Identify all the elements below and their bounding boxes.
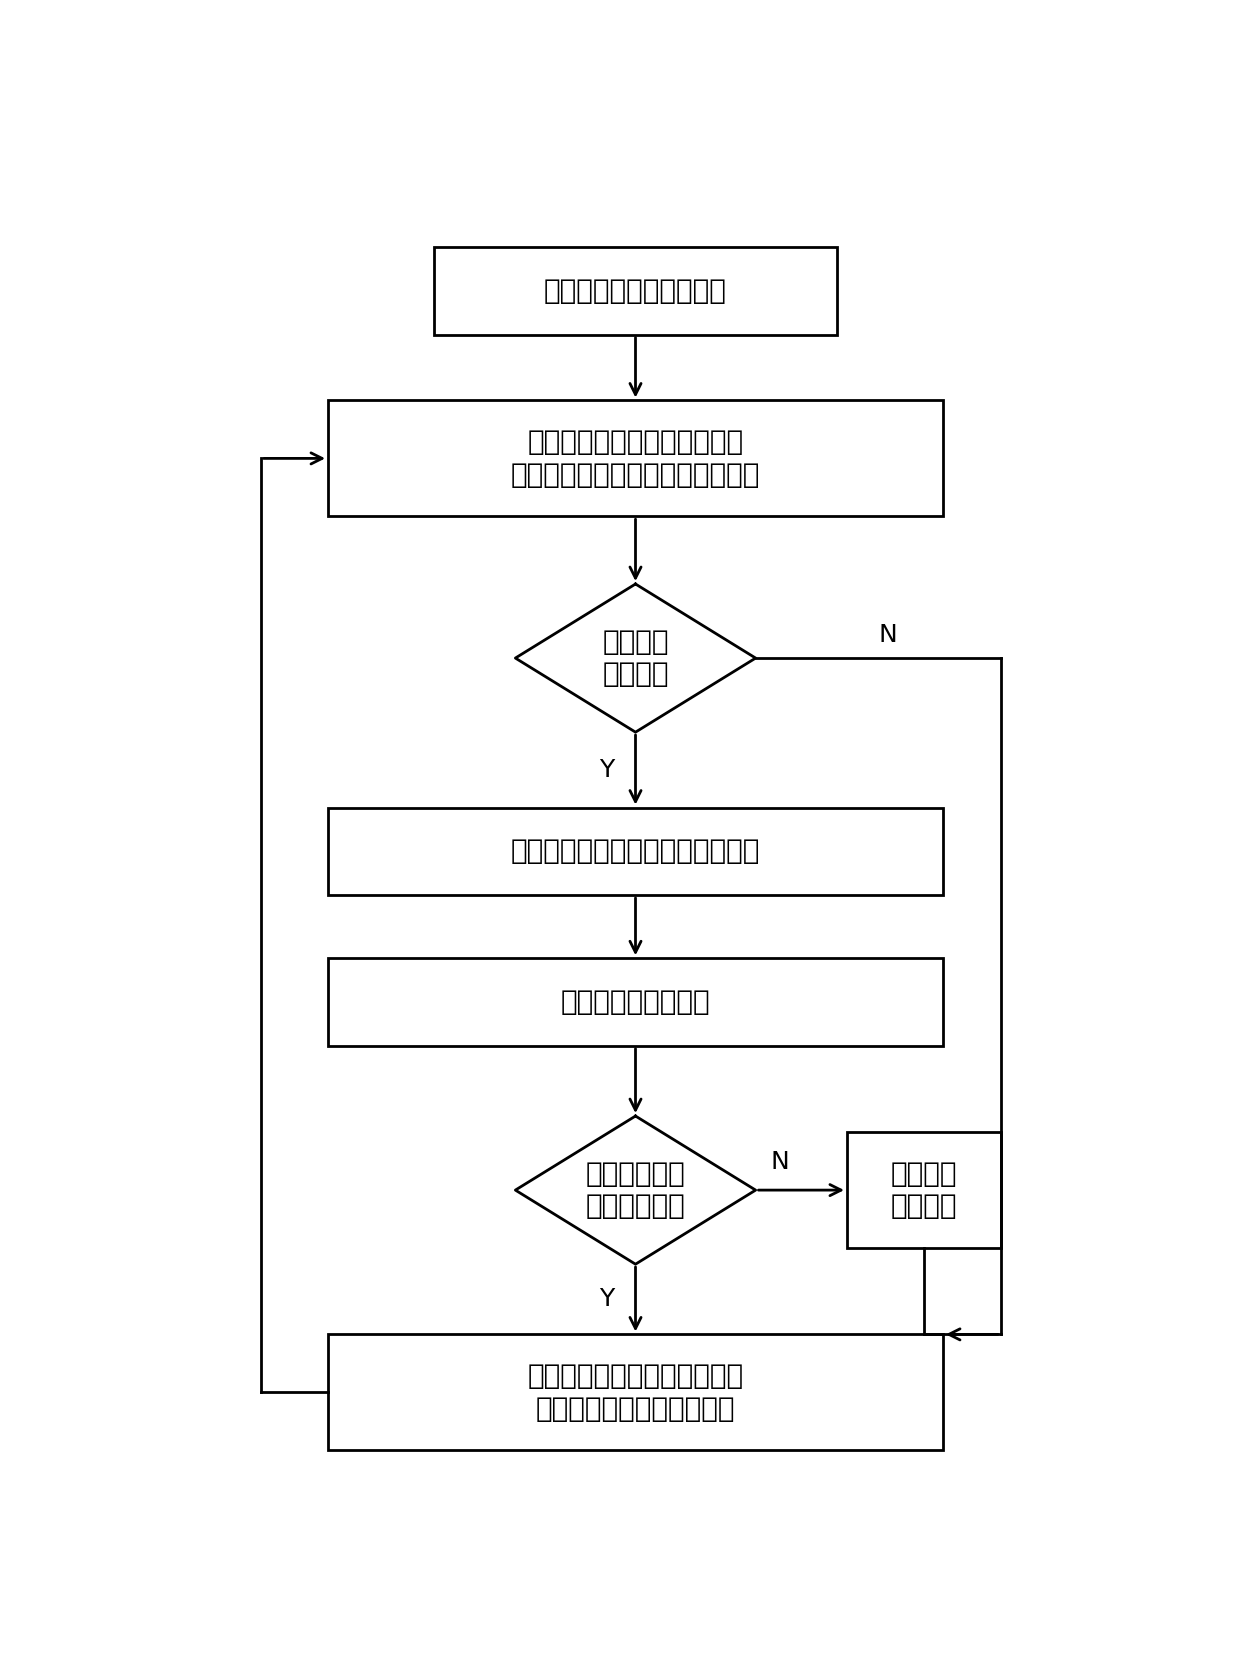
Text: 死区效应
补偿完毕: 死区效应 补偿完毕 [890, 1159, 957, 1220]
Bar [327, 1335, 944, 1450]
Bar [327, 808, 944, 895]
Text: Y: Y [599, 758, 614, 781]
Text: N: N [878, 622, 897, 647]
Bar [434, 248, 837, 335]
Polygon shape [516, 1116, 755, 1265]
Text: N: N [770, 1149, 789, 1174]
Text: 逆变器死区效应扰动电压在线观测: 逆变器死区效应扰动电压在线观测 [511, 836, 760, 865]
Polygon shape [516, 584, 755, 733]
Bar [327, 400, 944, 517]
Text: 是否继续进行
死区效应补偿: 是否继续进行 死区效应补偿 [585, 1159, 686, 1220]
Text: 对一个电流采集周期内所采集
三相电流信号进行接收与同步存储: 对一个电流采集周期内所采集 三相电流信号进行接收与同步存储 [511, 428, 760, 489]
Text: 逆变器死区效应补偿: 逆变器死区效应补偿 [560, 989, 711, 1016]
Bar [847, 1133, 1001, 1248]
Text: 对下一个电流采样周期所采集
三相电流信号进行分析处理: 对下一个电流采样周期所采集 三相电流信号进行分析处理 [527, 1362, 744, 1422]
Bar [327, 959, 944, 1046]
Text: 信号实时采集及同步上传: 信号实时采集及同步上传 [544, 278, 727, 304]
Text: Y: Y [599, 1287, 614, 1312]
Text: 分析处理
时间判断: 分析处理 时间判断 [603, 627, 668, 688]
